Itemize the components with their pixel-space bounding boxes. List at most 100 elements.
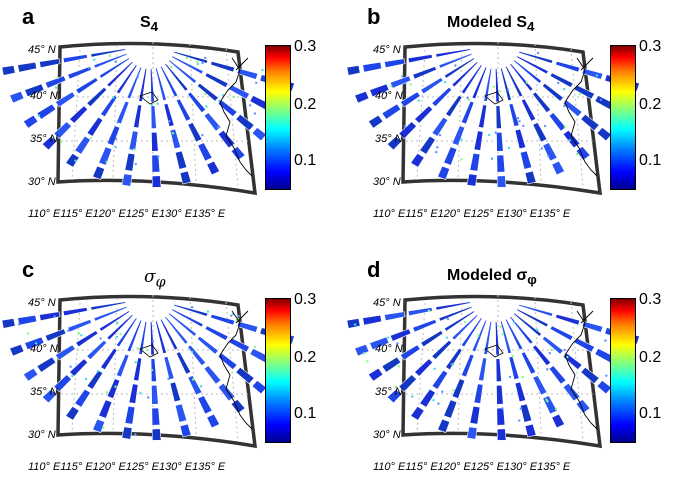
swath-cell (445, 94, 463, 118)
swath-cell (138, 320, 148, 355)
swath-cell (150, 105, 157, 129)
colorbar-tick: 0.2 (639, 349, 662, 366)
speckle (217, 126, 220, 129)
lat-label: 35° N (30, 133, 58, 145)
speckle (253, 112, 257, 115)
swath-cell (518, 304, 554, 317)
swath-cell (483, 67, 493, 102)
speckle (102, 426, 105, 429)
panel-letter: a (22, 4, 35, 29)
speckle (261, 68, 264, 72)
speckle (427, 309, 431, 313)
swath-cell (9, 343, 25, 357)
swath-cell (362, 314, 383, 326)
swath-cell (65, 406, 80, 421)
lat-label: 45° N (28, 297, 56, 309)
swath-cell (420, 77, 444, 95)
lat-label: 45° N (28, 44, 56, 56)
swath-cell (106, 61, 134, 88)
speckle (409, 83, 412, 86)
swath-cell (346, 65, 361, 76)
swath-cell (90, 301, 126, 311)
swath-cell (414, 105, 434, 124)
speckle (119, 332, 122, 336)
swath-cell (9, 90, 25, 104)
swath-cell (509, 315, 534, 345)
speckle (201, 61, 204, 65)
swath-cell (438, 53, 473, 69)
swath-cell (410, 406, 425, 421)
swath-cell (86, 86, 108, 107)
swath-cell (163, 356, 175, 380)
panel-title: Modeled S4 (447, 14, 534, 34)
swath-cell (469, 152, 481, 172)
swath-cell (62, 54, 88, 64)
speckle (403, 125, 407, 128)
speckle (37, 114, 41, 117)
grid-line (570, 48, 584, 189)
speckle (396, 342, 399, 345)
speckle (387, 336, 390, 339)
speckle (145, 348, 149, 352)
speckle (147, 396, 150, 399)
speckle (401, 75, 404, 78)
map-frame (401, 294, 603, 449)
colorbar-tick: 0.3 (294, 291, 317, 308)
swath-cell (217, 352, 238, 371)
speckle (578, 92, 582, 96)
speckle (168, 119, 171, 123)
colorbar (265, 45, 291, 190)
swath-cell (151, 154, 161, 173)
swath-cell (236, 321, 259, 333)
swath-cell (133, 104, 143, 129)
swath-cell (138, 67, 148, 102)
speckle (71, 374, 74, 378)
map-d (346, 294, 640, 449)
swath-cell (508, 103, 520, 127)
swath-cell (435, 48, 471, 58)
swath-cell (495, 321, 500, 356)
speckle (237, 314, 241, 318)
swath-cell (524, 170, 537, 185)
grid-line (225, 48, 239, 189)
swath-cell (384, 311, 406, 322)
swath-cell (555, 60, 581, 73)
swath-cell (532, 122, 548, 143)
swath-cell (496, 428, 507, 441)
map-frame (56, 41, 258, 196)
lat-label: 40° N (30, 343, 58, 355)
swath-cell (419, 135, 436, 155)
swath-cell (354, 343, 370, 357)
speckle (599, 98, 603, 102)
swath-cell (169, 381, 182, 403)
swath-cell (581, 68, 604, 80)
swath-cell (581, 321, 604, 333)
coastline (219, 57, 253, 177)
swath-cell (210, 60, 236, 73)
swath-cell (400, 344, 421, 361)
swath-cell (412, 319, 437, 333)
speckle (59, 140, 63, 143)
swath-cell (44, 75, 67, 89)
swath-cell (514, 128, 527, 150)
swath-cell (151, 175, 162, 188)
swath-cell (496, 154, 506, 173)
swath-cell (92, 418, 106, 433)
swath-cell (451, 125, 466, 146)
speckle (435, 150, 438, 154)
grid-line (570, 301, 584, 442)
swath-cell (98, 310, 131, 332)
swath-cell (435, 301, 471, 311)
swath-cell (496, 407, 506, 426)
speckle (17, 323, 21, 326)
swath-cell (431, 369, 449, 390)
swath-cell (106, 125, 121, 146)
swath-cell (478, 357, 488, 382)
swath-cell (471, 66, 488, 100)
swath-cell (67, 66, 92, 80)
colorbar (610, 45, 636, 190)
speckle (116, 321, 119, 324)
lat-label: 40° N (375, 343, 403, 355)
swath-cell (69, 105, 89, 124)
speckle (205, 105, 208, 108)
